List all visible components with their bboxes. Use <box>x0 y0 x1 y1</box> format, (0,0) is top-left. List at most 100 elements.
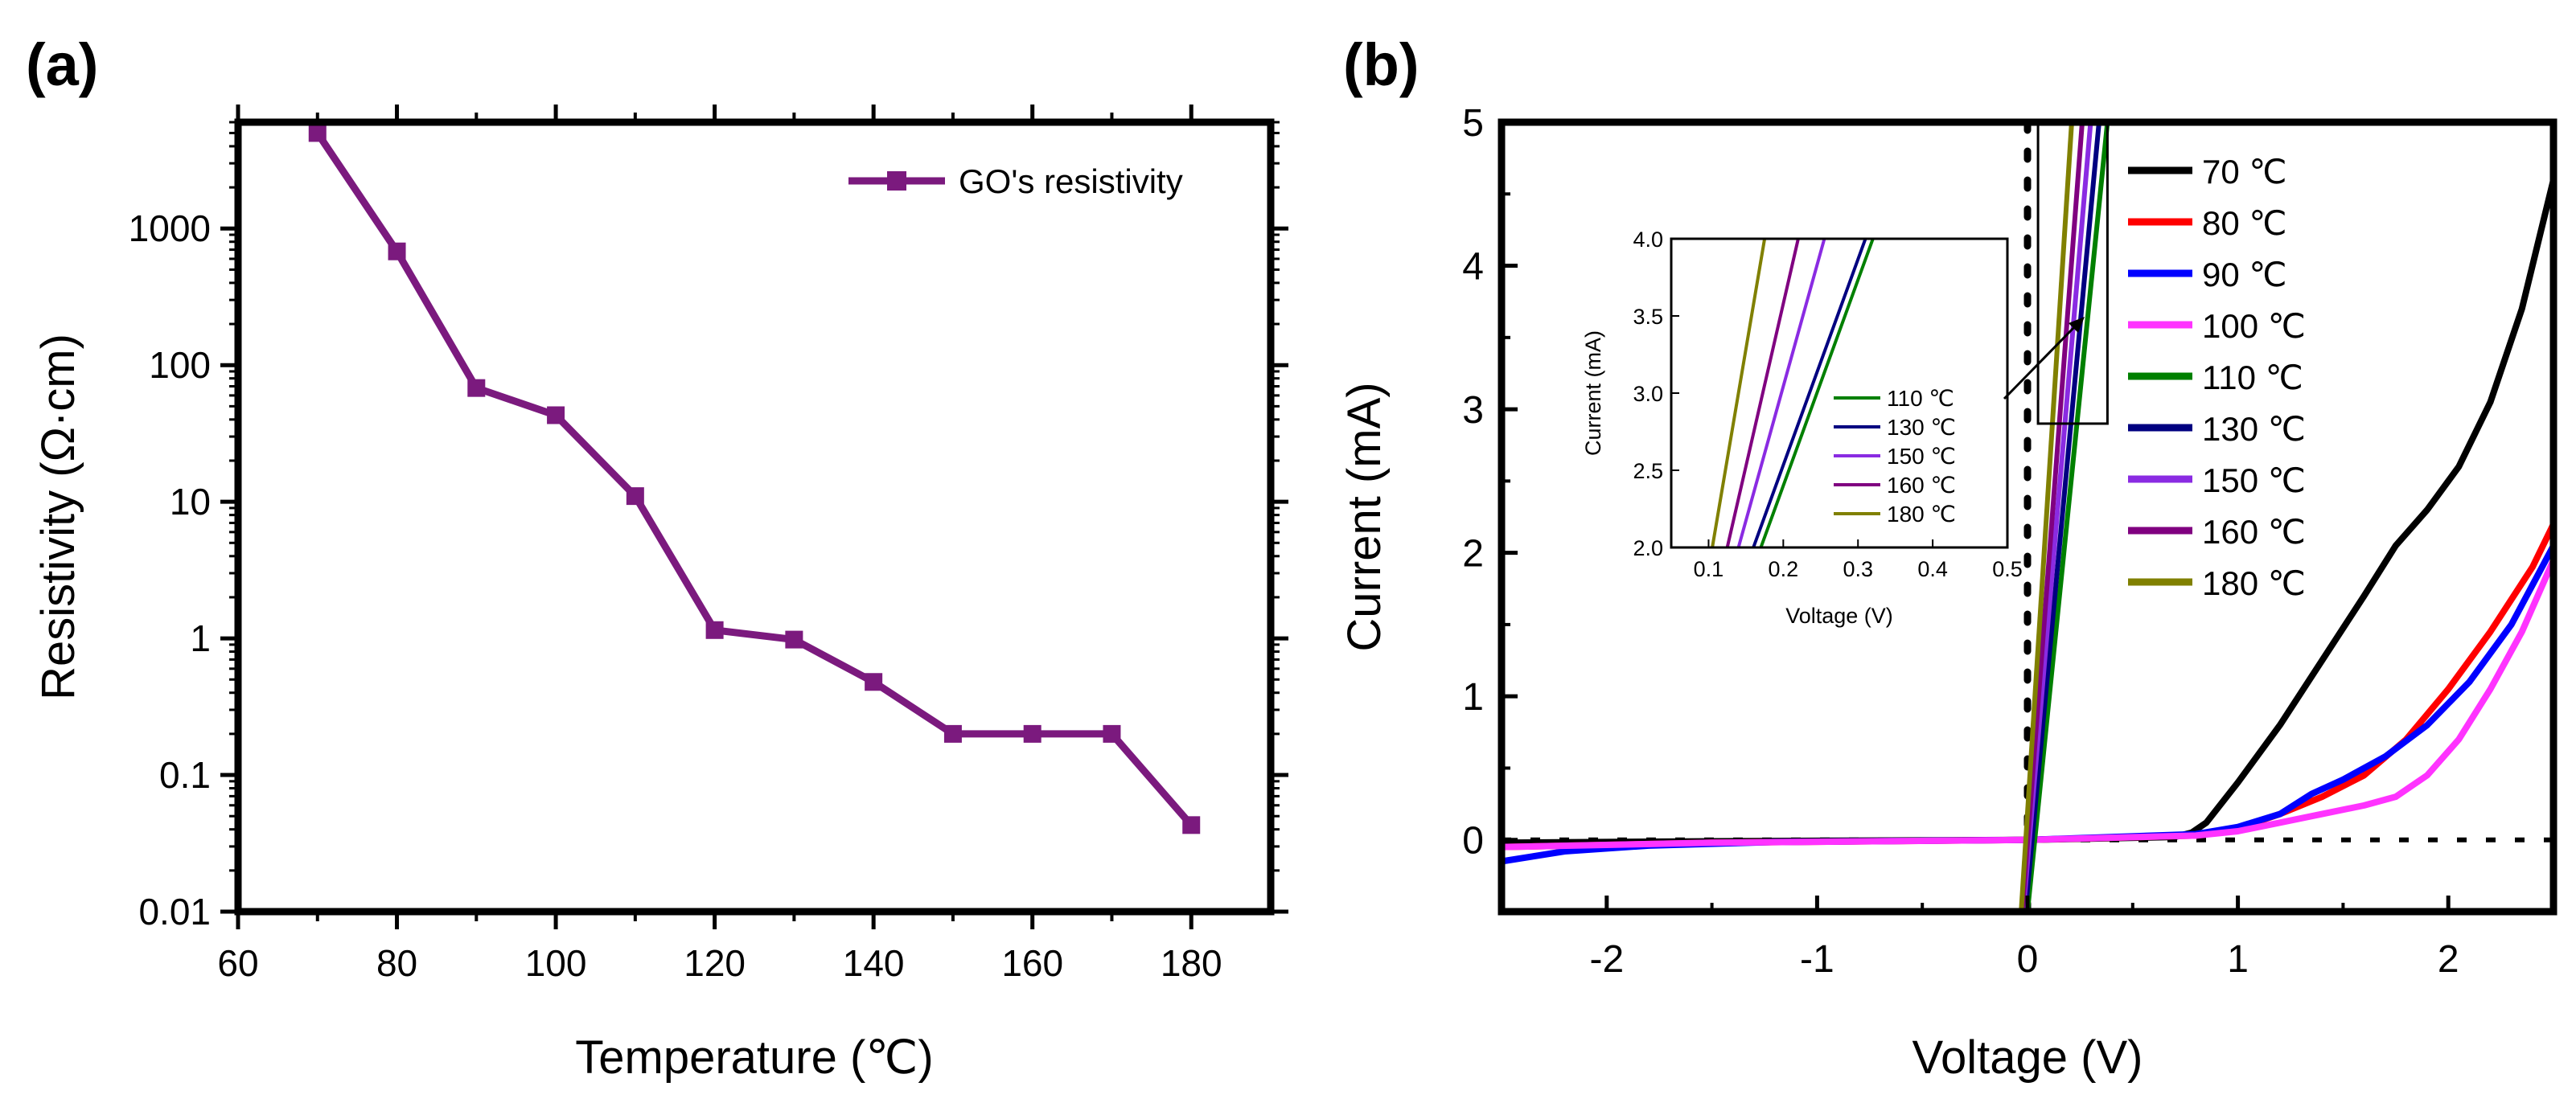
legend-label-130: 130 ℃ <box>2202 410 2306 448</box>
data-point-go-s-resistivity <box>308 124 327 142</box>
inset-y-tick-label: 3.5 <box>1633 305 1663 329</box>
inset-legend-label-150: 150 ℃ <box>1887 444 1956 469</box>
data-point-go-s-resistivity <box>865 673 883 691</box>
panel-a-x-tick-label: 60 <box>217 942 258 984</box>
inset-x-tick-label: 0.2 <box>1769 557 1799 581</box>
inset-series-lines <box>1711 238 1875 548</box>
series-line-100 <box>1501 558 2557 851</box>
legend-label-100: 100 ℃ <box>2202 307 2306 345</box>
legend-label-90: 90 ℃ <box>2202 256 2287 293</box>
panel-a-y-tick-label: 0.1 <box>159 754 211 796</box>
inset-y-tick-label: 2.5 <box>1633 459 1663 483</box>
legend-label-go-resistivity: GO's resistivity <box>959 162 1183 200</box>
legend-label-160: 160 ℃ <box>2202 513 2306 551</box>
panel-b-legend: 70 ℃ 80 ℃ 90 ℃ 100 ℃ 110 ℃ 130 ℃ 150 ℃ 160 ℃ 180… <box>2128 153 2306 602</box>
data-point-go-s-resistivity <box>1182 816 1201 834</box>
data-point-go-s-resistivity <box>705 621 724 639</box>
inset-legend-label-130: 130 ℃ <box>1887 415 1956 440</box>
legend-label-70: 70 ℃ <box>2202 153 2287 191</box>
legend-label-150: 150 ℃ <box>2202 461 2306 499</box>
data-point-go-s-resistivity <box>943 724 962 743</box>
panel-a-legend: GO's resistivity <box>848 162 1183 200</box>
panel-b-inset: 0.1 0.2 0.3 0.4 0.5 2.0 2.5 3.0 3.5 4.0 Voltage … <box>1581 228 2085 628</box>
inset-y-tick-labels: 2.0 2.5 3.0 3.5 4.0 <box>1633 228 1663 560</box>
inset-zoom-arrowhead <box>2069 317 2085 333</box>
data-point-go-s-resistivity <box>1103 724 1121 743</box>
panel-a-x-axis-label: Temperature (℃) <box>575 1031 933 1084</box>
panel-b-y-tick-label: 3 <box>1462 389 1484 432</box>
inset-y-axis-label: Current (mA) <box>1581 330 1605 456</box>
series-line-go-s-resistivity <box>314 130 1194 828</box>
series-line-110 <box>2025 121 2110 912</box>
inset-background <box>1671 239 2007 547</box>
panel-a-x-tick-label: 80 <box>376 942 417 984</box>
zoom-region-box <box>2036 121 2109 425</box>
panel-a-label: (a) <box>26 31 98 98</box>
legend-marker-go-resistivity <box>887 171 906 191</box>
panel-a-y-tick-label: 100 <box>149 344 211 386</box>
panel-a-x-tick-label: 140 <box>843 942 905 984</box>
panel-a-y-tick-labels: 0.01 0.1 1 10 100 1000 <box>129 207 211 933</box>
inset-x-tick-label: 0.5 <box>1992 557 2023 581</box>
inset-y-tick-label: 3.0 <box>1633 382 1663 406</box>
data-point-go-s-resistivity <box>547 406 565 424</box>
panel-b-series-lines <box>1501 121 2557 912</box>
inset-x-tick-label: 0.3 <box>1843 557 1873 581</box>
inset-zoom-arrow <box>2003 323 2078 400</box>
inset-legend-label-110: 110 ℃ <box>1887 386 1954 411</box>
panel-b-x-tick-label: 1 <box>2227 938 2249 981</box>
panel-a: (a) 60 80 100 120 140 160 180 0.01 0.1 1 10 100 100… <box>26 31 1288 1084</box>
panel-b-x-axis-label: Voltage (V) <box>1912 1031 2143 1084</box>
panel-a-x-tick-label: 180 <box>1161 942 1222 984</box>
series-line-160 <box>2019 121 2085 912</box>
inset-x-tick-labels: 0.1 0.2 0.3 0.4 0.5 <box>1694 557 2023 581</box>
series-line-180 <box>2019 121 2074 912</box>
panel-b-y-tick-label: 5 <box>1462 102 1484 145</box>
panel-a-y-tick-label: 1000 <box>129 207 211 249</box>
panel-b-x-tick-label: -1 <box>1800 938 1834 981</box>
inset-y-tick-label: 4.0 <box>1633 228 1663 252</box>
inset-legend: 110 ℃ 130 ℃ 150 ℃ 160 ℃ 180 ℃ <box>1834 386 1956 527</box>
data-point-go-s-resistivity <box>626 487 644 506</box>
panel-b-label: (b) <box>1343 31 1419 98</box>
panel-b-x-tick-labels: -2 -1 0 1 2 <box>1589 938 2459 981</box>
panel-b-x-tick-label: -2 <box>1589 938 1624 981</box>
panel-b-x-tick-label: 2 <box>2438 938 2459 981</box>
panel-a-series-lines <box>314 130 1194 828</box>
panel-a-x-tick-labels: 60 80 100 120 140 160 180 <box>217 942 1222 984</box>
legend-label-180: 180 ℃ <box>2202 564 2306 602</box>
inset-legend-label-160: 160 ℃ <box>1887 473 1956 498</box>
panel-a-x-tick-label: 160 <box>1001 942 1063 984</box>
panel-a-x-tick-label: 100 <box>525 942 587 984</box>
inset-ticks <box>1671 238 2008 548</box>
inset-x-tick-label: 0.1 <box>1694 557 1724 581</box>
panel-a-y-tick-label: 10 <box>170 481 211 523</box>
panel-b-y-axis-label: Current (mA) <box>1338 382 1391 651</box>
panel-b-y-tick-labels: 0 1 2 3 4 5 <box>1462 102 1484 863</box>
data-point-go-s-resistivity <box>388 242 406 260</box>
panel-a-plot-frame <box>234 118 1275 916</box>
panel-a-x-tick-label: 120 <box>684 942 746 984</box>
panel-a-y-tick-label: 0.01 <box>138 891 211 933</box>
inset-legend-label-180: 180 ℃ <box>1887 502 1956 527</box>
panel-a-y-tick-label: 1 <box>190 617 211 659</box>
data-point-go-s-resistivity <box>467 379 486 397</box>
panel-a-y-axis-label: Resistivity (Ω·cm) <box>32 334 84 700</box>
data-point-go-s-resistivity <box>785 630 803 649</box>
panel-a-markers <box>308 124 1201 834</box>
panel-b-ticks <box>1500 120 2555 913</box>
legend-label-80: 80 ℃ <box>2202 204 2287 242</box>
inset-series-line-160 <box>1725 238 1800 548</box>
inset-y-tick-label: 2.0 <box>1633 536 1663 560</box>
panel-b-y-tick-label: 2 <box>1462 533 1484 576</box>
inset-x-tick-label: 0.4 <box>1917 557 1948 581</box>
panel-b-y-tick-label: 0 <box>1462 820 1484 863</box>
panel-b: (b) -2 -1 0 1 2 0 1 2 3 4 5 Voltage (V) Current (… <box>1338 31 2558 1084</box>
inset-series-line-150 <box>1736 238 1826 548</box>
panel-b-y-tick-label: 4 <box>1462 246 1484 289</box>
panel-b-x-tick-label: 0 <box>2017 938 2039 981</box>
inset-series-line-180 <box>1711 238 1767 548</box>
